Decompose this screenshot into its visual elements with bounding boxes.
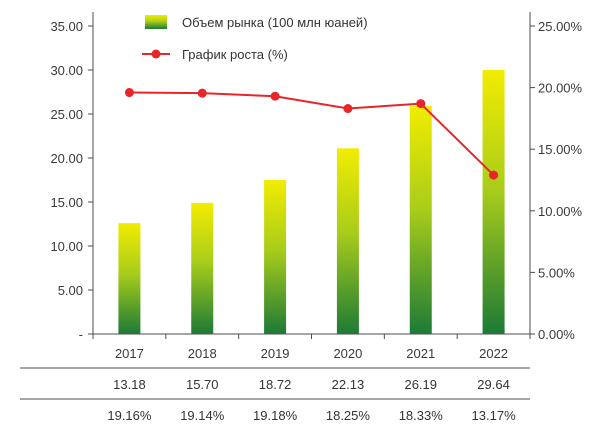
x-tick-label: 2018: [188, 346, 217, 361]
growth-point: [270, 91, 280, 101]
table-cell: 22.13: [332, 377, 365, 392]
right-tick-label: 10.00%: [538, 204, 583, 219]
growth-point: [343, 104, 353, 114]
bar: [409, 106, 432, 334]
x-tick-label: 2019: [261, 346, 290, 361]
growth-point: [416, 99, 426, 109]
legend-swatch-bar: [145, 15, 167, 29]
bar: [482, 70, 505, 334]
legend-label-line: График роста (%): [182, 47, 288, 62]
x-tick-label: 2021: [406, 346, 435, 361]
bar: [264, 180, 287, 334]
left-tick-label: 30.00: [50, 63, 83, 78]
x-tick-label: 2022: [479, 346, 508, 361]
table-cell: 19.18%: [253, 408, 298, 423]
x-tick-label: 2017: [115, 346, 144, 361]
table-cell: 13.18: [113, 377, 146, 392]
bar: [191, 202, 214, 334]
growth-point: [489, 170, 499, 180]
legend-label-bar: Объем рынка (100 млн юаней): [182, 15, 368, 30]
right-tick-label: 5.00%: [538, 265, 575, 280]
growth-point: [197, 88, 207, 98]
table-cell: 18.72: [259, 377, 292, 392]
right-tick-label: 20.00%: [538, 81, 583, 96]
table-cell: 18.25%: [326, 408, 371, 423]
right-tick-label: 0.00%: [538, 327, 575, 342]
table-cell: 13.17%: [472, 408, 517, 423]
bar: [336, 148, 359, 334]
left-tick-label: 25.00: [50, 107, 83, 122]
right-tick-label: 15.00%: [538, 142, 583, 157]
growth-point: [124, 88, 134, 98]
legend-swatch-marker: [151, 49, 161, 59]
left-tick-label: -: [79, 327, 83, 342]
right-tick-label: 25.00%: [538, 19, 583, 34]
table-cell: 15.70: [186, 377, 219, 392]
growth-line: [129, 91, 495, 176]
left-tick-label: 5.00: [58, 283, 83, 298]
bar: [118, 223, 141, 334]
table-cell: 19.14%: [180, 408, 225, 423]
table-cell: 19.16%: [107, 408, 152, 423]
left-tick-label: 10.00: [50, 239, 83, 254]
left-tick-label: 20.00: [50, 151, 83, 166]
left-tick-label: 35.00: [50, 19, 83, 34]
table-cell: 29.64: [477, 377, 510, 392]
table-cell: 18.33%: [399, 408, 444, 423]
left-tick-label: 15.00: [50, 195, 83, 210]
x-tick-label: 2020: [333, 346, 362, 361]
table-cell: 26.19: [404, 377, 437, 392]
